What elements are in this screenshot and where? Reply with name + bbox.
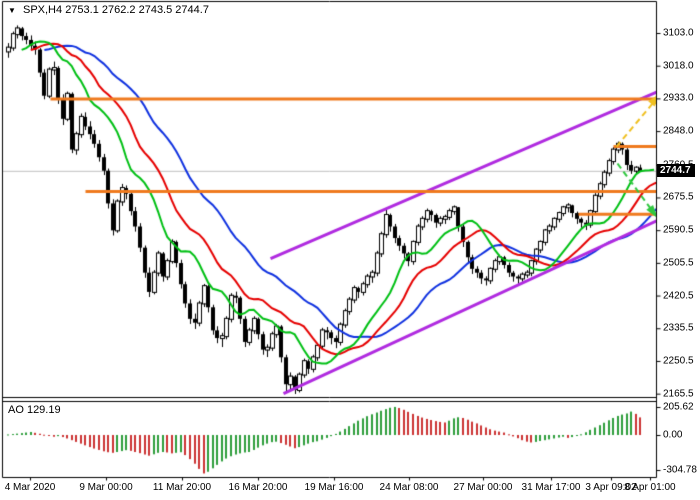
time-tick-label: 27 Mar 00:00 <box>453 482 513 493</box>
ao-indicator-label: AO 129.19 <box>8 404 61 416</box>
price-tick-label: 2848.0 <box>663 125 694 137</box>
current-price-tag: 2744.7 <box>657 164 695 178</box>
price-tick-label: 3018.0 <box>663 60 694 72</box>
price-tick-label: 2165.5 <box>663 388 694 400</box>
time-tick-label: 16 Mar 20:00 <box>228 482 288 493</box>
time-tick-label: 9 Mar 00:00 <box>79 482 133 493</box>
time-tick-label: 8 Apr 01:00 <box>624 482 676 493</box>
time-tick-label: 24 Mar 08:00 <box>379 482 439 493</box>
price-tick-label: 2505.5 <box>663 257 694 269</box>
time-tick-label: 19 Mar 16:00 <box>304 482 364 493</box>
price-tick-label: 2335.5 <box>663 322 694 334</box>
symbol-period-label: SPX,H4 <box>22 4 63 16</box>
price-tick-label: 2590.5 <box>663 224 694 236</box>
time-tick-label: 11 Mar 20:00 <box>152 482 212 493</box>
time-tick-label: 31 Mar 17:00 <box>521 482 581 493</box>
price-tick-label: 2675.5 <box>663 191 694 203</box>
ao-tick-label: 0.00 <box>663 429 683 441</box>
ohlc-readout: 2753.1 2762.2 2743.5 2744.7 <box>65 4 209 16</box>
chart-symbol-title: ▼ SPX,H4 2753.1 2762.2 2743.5 2744.7 <box>8 4 209 16</box>
ao-tick-label: 205.62 <box>663 401 694 413</box>
time-tick-label: 4 Mar 2020 <box>4 482 56 493</box>
time-tick-label: 3 Apr 09:02 <box>585 482 637 493</box>
ao-tick-label: -304.78 <box>663 464 697 476</box>
price-tick-label: 2420.5 <box>663 290 694 302</box>
price-tick-label: 3103.0 <box>663 27 694 39</box>
collapse-triangle-icon[interactable]: ▼ <box>8 6 16 15</box>
price-tick-label: 2933.0 <box>663 92 694 104</box>
price-tick-label: 2250.5 <box>663 355 694 367</box>
